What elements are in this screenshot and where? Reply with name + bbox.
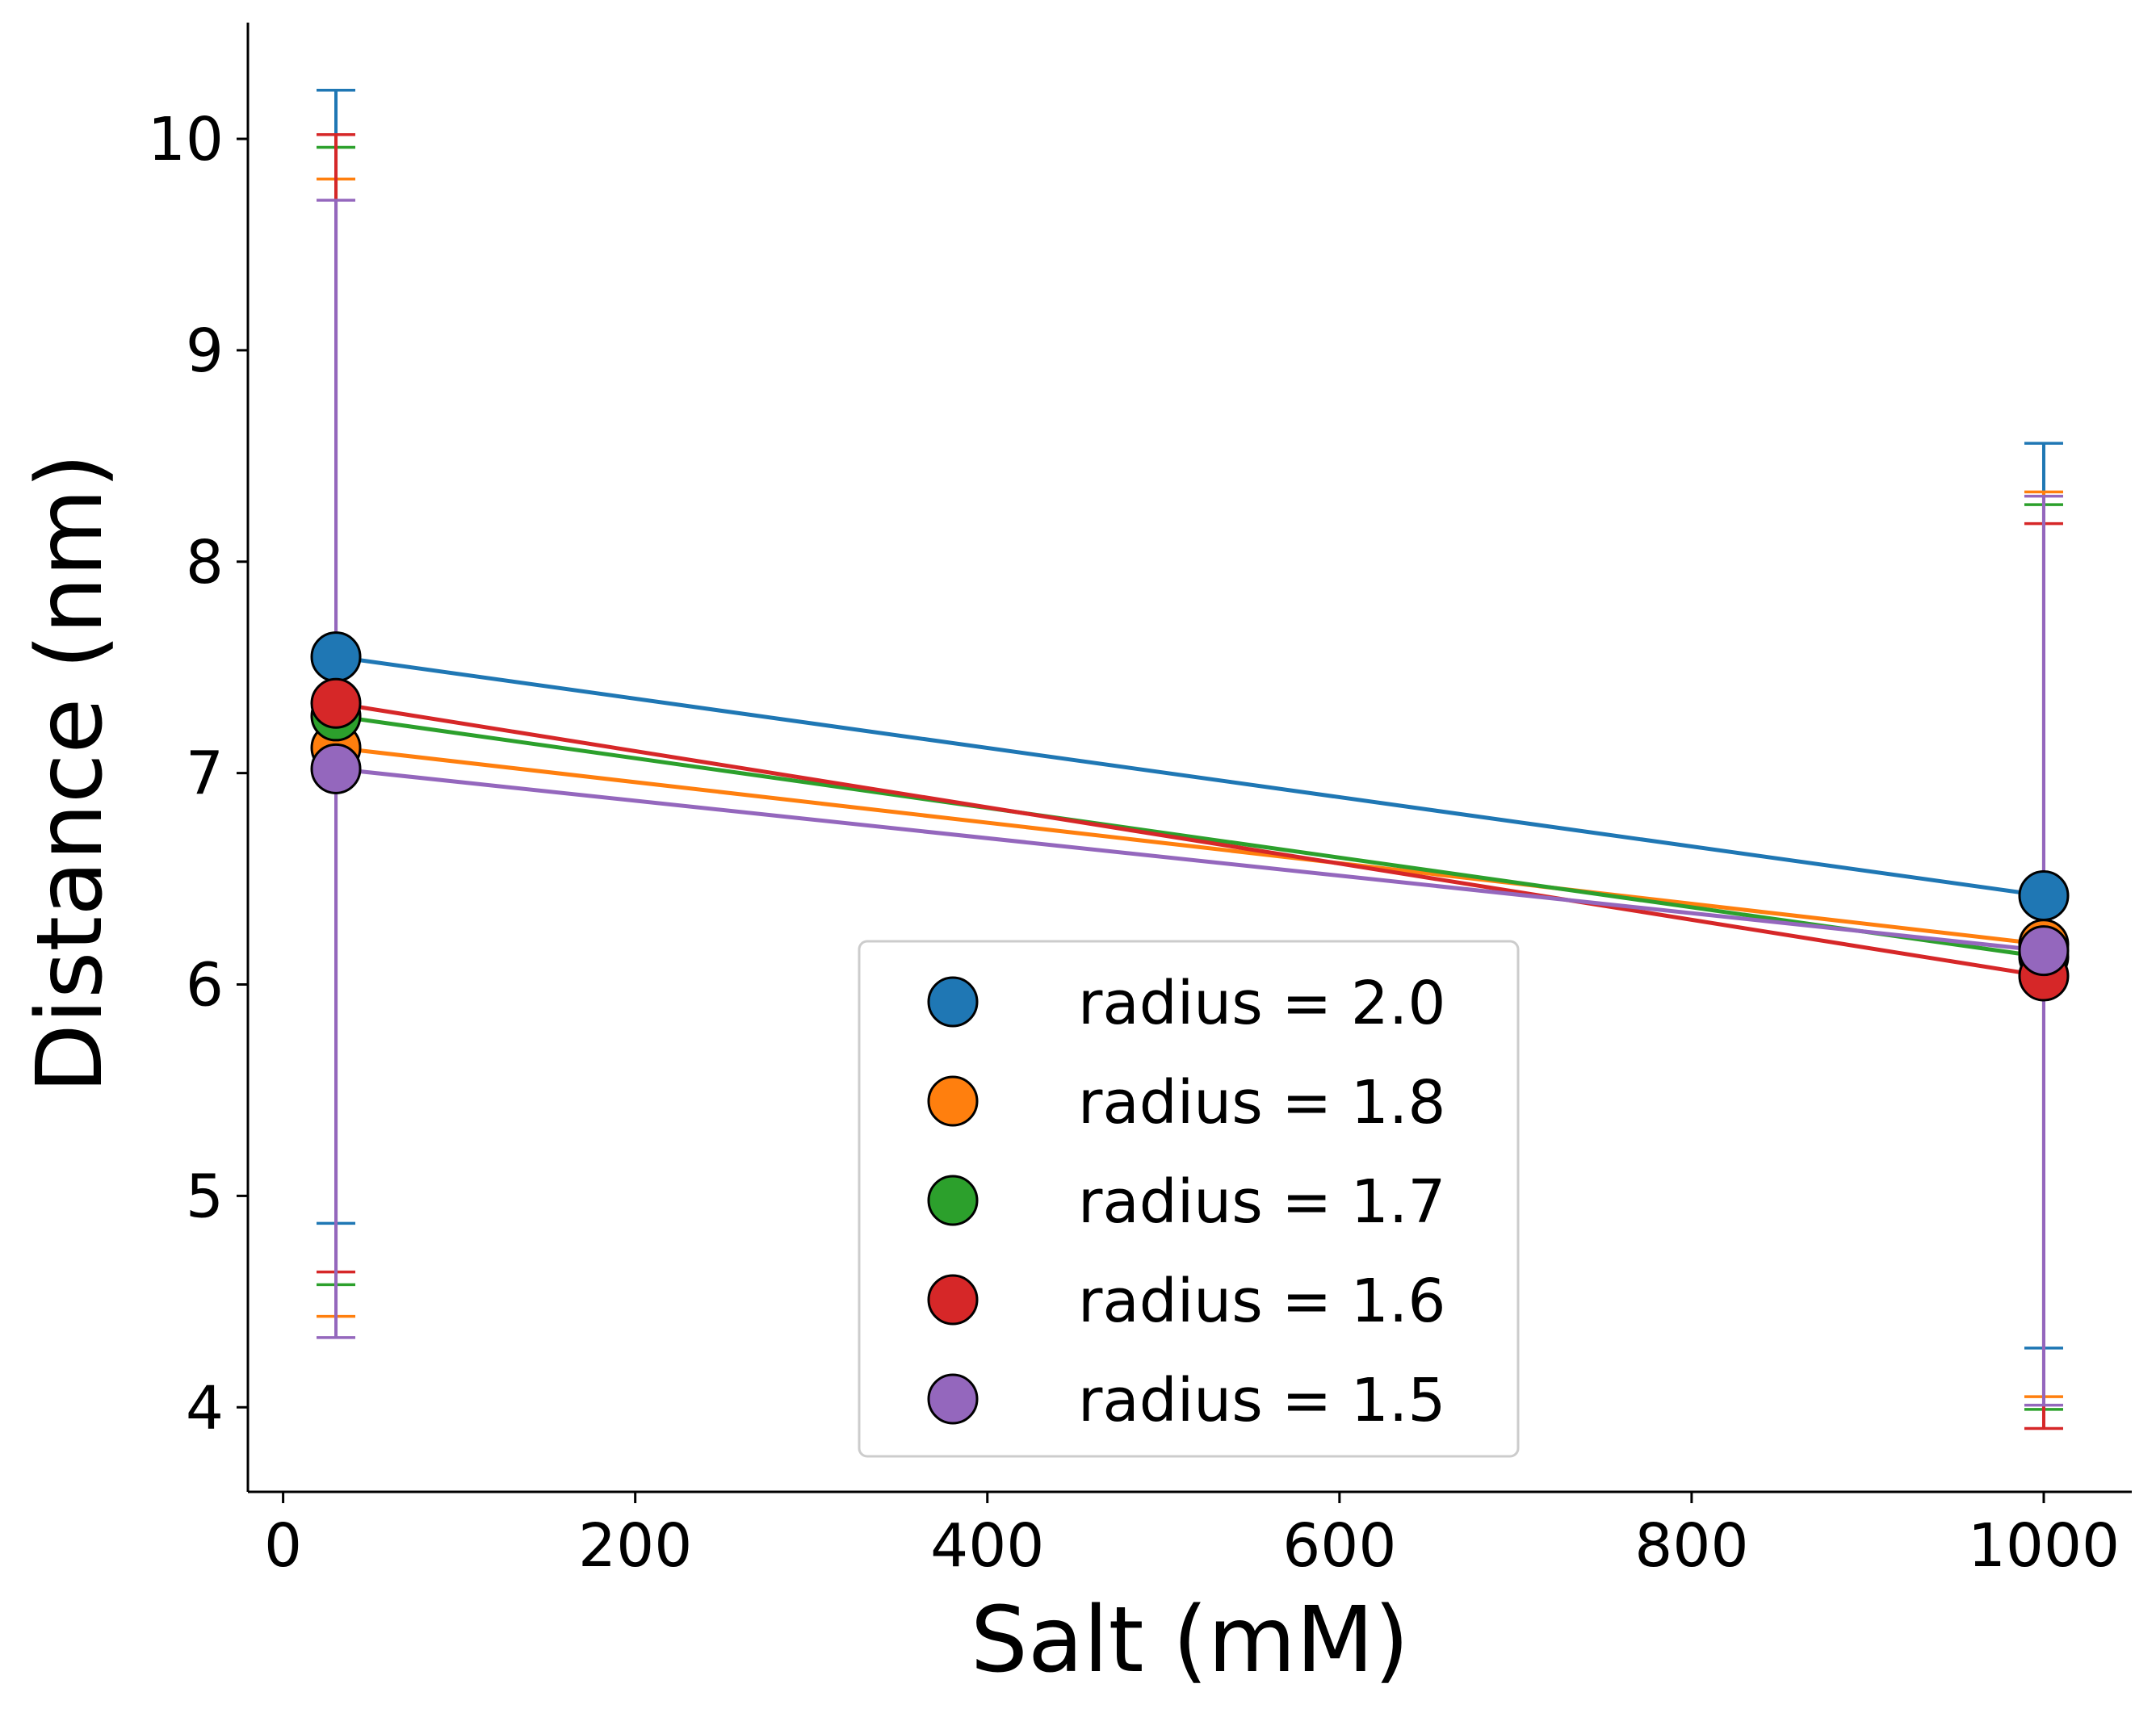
- data-point: [2018, 925, 2070, 977]
- y-tick-label: 6: [186, 951, 224, 1020]
- legend-box: [858, 940, 1520, 1458]
- legend-label: radius = 1.7: [1078, 1167, 1446, 1237]
- y-axis-title: Distance (nm): [18, 454, 123, 1094]
- y-tick-label: 7: [186, 739, 224, 809]
- series-line: [335, 745, 2045, 947]
- series-line: [335, 766, 2045, 953]
- y-tick-label: 5: [186, 1162, 224, 1231]
- legend-marker: [927, 1373, 979, 1425]
- y-tick-label: 9: [186, 316, 224, 386]
- legend-label: radius = 2.0: [1078, 969, 1446, 1038]
- y-tick-label: 8: [186, 528, 224, 597]
- data-point: [2018, 870, 2070, 922]
- series-line: [335, 714, 2045, 959]
- series-lines: [335, 655, 2045, 978]
- x-axis-title: Salt (mM): [971, 1588, 1409, 1693]
- legend-marker: [927, 976, 979, 1028]
- legend-label: radius = 1.6: [1078, 1267, 1446, 1336]
- y-tick-label: 10: [148, 105, 224, 174]
- x-tick-label: 0: [264, 1511, 302, 1581]
- data-point: [310, 631, 362, 683]
- series-points: [310, 631, 2070, 1002]
- legend-marker: [927, 1175, 979, 1226]
- x-tick-label: 1000: [1968, 1511, 2120, 1581]
- legend-label: radius = 1.8: [1078, 1068, 1446, 1137]
- x-tick-label: 800: [1634, 1511, 1748, 1581]
- legend-marker: [927, 1274, 979, 1326]
- x-tick-label: 200: [578, 1511, 692, 1581]
- legend-label: radius = 1.5: [1078, 1366, 1446, 1435]
- legend: radius = 2.0 radius = 1.8 radius = 1.7 radi…: [858, 940, 1520, 1458]
- x-tick-label: 600: [1282, 1511, 1396, 1581]
- x-tick-label: 400: [930, 1511, 1044, 1581]
- axes: 0 200 400 600 800 1000 4 5 6 7 8 9 10 Salt (mM) Distan…: [18, 23, 2132, 1693]
- series-line: [335, 701, 2045, 978]
- data-point: [310, 677, 362, 729]
- series-line: [335, 655, 2045, 898]
- y-tick-label: 4: [186, 1373, 224, 1443]
- data-point: [310, 743, 362, 794]
- legend-marker: [927, 1075, 979, 1127]
